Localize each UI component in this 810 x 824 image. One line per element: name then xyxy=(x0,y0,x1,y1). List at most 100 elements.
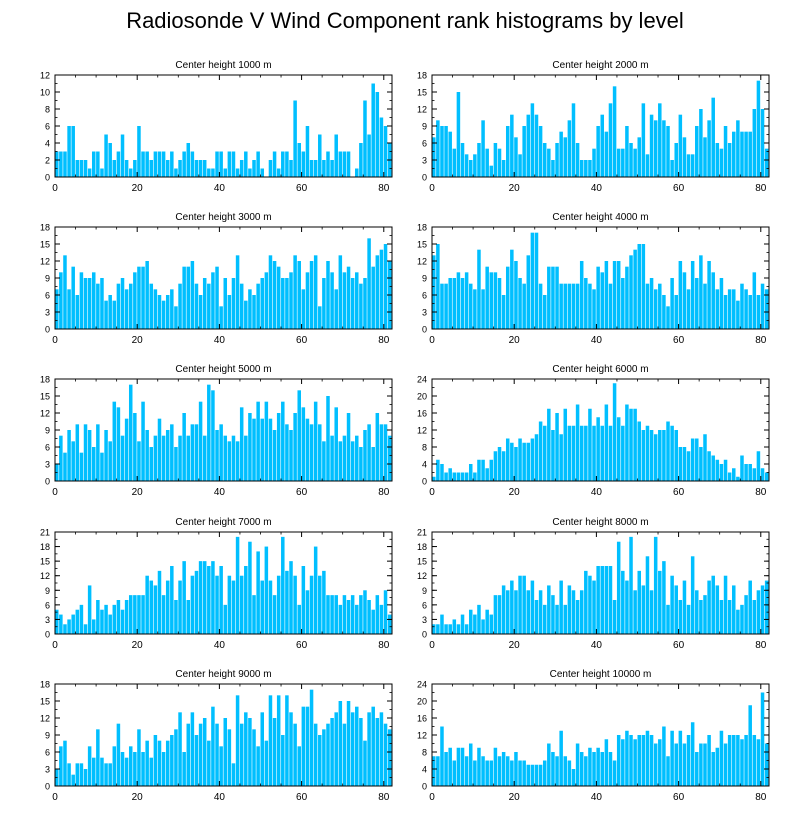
histogram-bar xyxy=(248,541,252,634)
y-tick-label: 18 xyxy=(40,223,50,233)
x-tick-label: 20 xyxy=(509,640,521,651)
histogram-bar xyxy=(608,103,613,177)
histogram-bar xyxy=(71,266,75,329)
histogram-bar xyxy=(612,383,617,481)
histogram-bar xyxy=(674,585,678,634)
histogram-bar xyxy=(497,756,502,786)
histogram-bar xyxy=(662,295,666,329)
y-tick-label: 6 xyxy=(45,291,50,301)
histogram-bar xyxy=(79,160,84,177)
histogram-bar xyxy=(330,435,334,481)
histogram-bar xyxy=(764,289,769,329)
x-tick-label: 60 xyxy=(296,183,308,194)
histogram-bar xyxy=(501,160,506,177)
histogram-bar xyxy=(149,283,154,329)
histogram-bar xyxy=(116,151,121,177)
histogram-bar xyxy=(464,624,469,634)
histogram-bar xyxy=(645,730,650,786)
histogram-bar xyxy=(686,289,691,329)
histogram-bar xyxy=(207,566,211,634)
histogram-bar xyxy=(322,570,326,634)
histogram-panel: Center height 9000 m 0 20 40 60 80 0 3 6 9 12 15 18 xyxy=(40,669,393,803)
histogram-bar xyxy=(252,418,256,481)
y-tick-label: 6 xyxy=(45,600,50,610)
histogram-bar xyxy=(116,600,121,634)
histogram-bar xyxy=(678,114,683,177)
histogram-bar xyxy=(124,757,129,786)
histogram-bar xyxy=(670,730,674,786)
histogram-bar xyxy=(276,695,281,786)
y-tick-label: 0 xyxy=(422,325,427,335)
x-tick-label: 60 xyxy=(296,792,308,803)
y-tick-label: 3 xyxy=(422,615,427,625)
histogram-bar xyxy=(309,160,314,177)
histogram-bar xyxy=(674,295,678,329)
histogram-bar xyxy=(359,143,363,177)
histogram-bar xyxy=(575,283,580,329)
histogram-bar xyxy=(59,746,63,786)
histogram-bar xyxy=(649,590,654,634)
histogram-bar xyxy=(190,712,195,786)
histogram-bar xyxy=(699,255,703,329)
histogram-bar xyxy=(699,447,703,481)
histogram-bar xyxy=(510,442,514,481)
histogram-bar xyxy=(379,117,384,177)
histogram-bar xyxy=(637,570,641,634)
histogram-bar xyxy=(452,619,457,634)
histogram-bar xyxy=(505,590,510,634)
histogram-bar xyxy=(297,143,301,177)
histogram-bar xyxy=(112,401,117,481)
histogram-bar xyxy=(235,536,240,634)
histogram-bar xyxy=(715,459,720,481)
histogram-bar xyxy=(256,746,260,786)
histogram-bar xyxy=(309,261,314,329)
histogram-bar xyxy=(518,438,522,481)
histogram-bar xyxy=(456,747,461,786)
histogram-bar xyxy=(239,160,244,177)
histogram-bar xyxy=(468,283,473,329)
histogram-bar xyxy=(473,760,477,786)
histogram-bar xyxy=(338,255,343,329)
histogram-bar xyxy=(355,706,359,786)
histogram-bar xyxy=(760,692,765,786)
histogram-bar xyxy=(165,160,170,177)
histogram-bar xyxy=(235,441,240,481)
histogram-bar xyxy=(612,261,617,329)
histogram-bar xyxy=(600,566,605,634)
histogram-bar xyxy=(202,561,207,634)
histogram-bar xyxy=(207,384,211,481)
histogram-bar xyxy=(604,566,609,634)
histogram-bar xyxy=(91,757,96,786)
histogram-bar xyxy=(542,295,547,329)
histogram-bar xyxy=(740,455,744,481)
histogram-bar xyxy=(219,151,223,177)
histogram-bar xyxy=(239,575,244,634)
histogram-bar xyxy=(658,739,662,786)
x-tick-label: 20 xyxy=(132,487,144,498)
histogram-bar xyxy=(588,575,592,634)
histogram-bar xyxy=(711,272,715,329)
histogram-bar xyxy=(719,600,724,634)
histogram-bar xyxy=(174,729,178,786)
histogram-bar xyxy=(616,541,621,634)
histogram-bar xyxy=(170,424,174,481)
histogram-bar xyxy=(71,126,75,177)
histogram-bar xyxy=(473,614,477,634)
histogram-bar xyxy=(194,735,199,786)
histogram-bar xyxy=(530,580,535,634)
histogram-bar xyxy=(375,255,380,329)
histogram-bar xyxy=(456,624,461,634)
histogram-bar xyxy=(686,735,691,786)
histogram-bar xyxy=(526,114,531,177)
histogram-bar xyxy=(120,609,125,634)
histogram-bar xyxy=(96,729,100,786)
histogram-bar xyxy=(452,760,457,786)
histogram-bar xyxy=(674,430,678,481)
histogram-bar xyxy=(658,283,662,329)
histogram-bar xyxy=(612,760,617,786)
histogram-bar xyxy=(63,452,67,481)
histogram-bar xyxy=(346,600,351,634)
histogram-bar xyxy=(575,600,580,634)
histogram-bar xyxy=(526,764,531,786)
histogram-bar xyxy=(555,756,559,786)
